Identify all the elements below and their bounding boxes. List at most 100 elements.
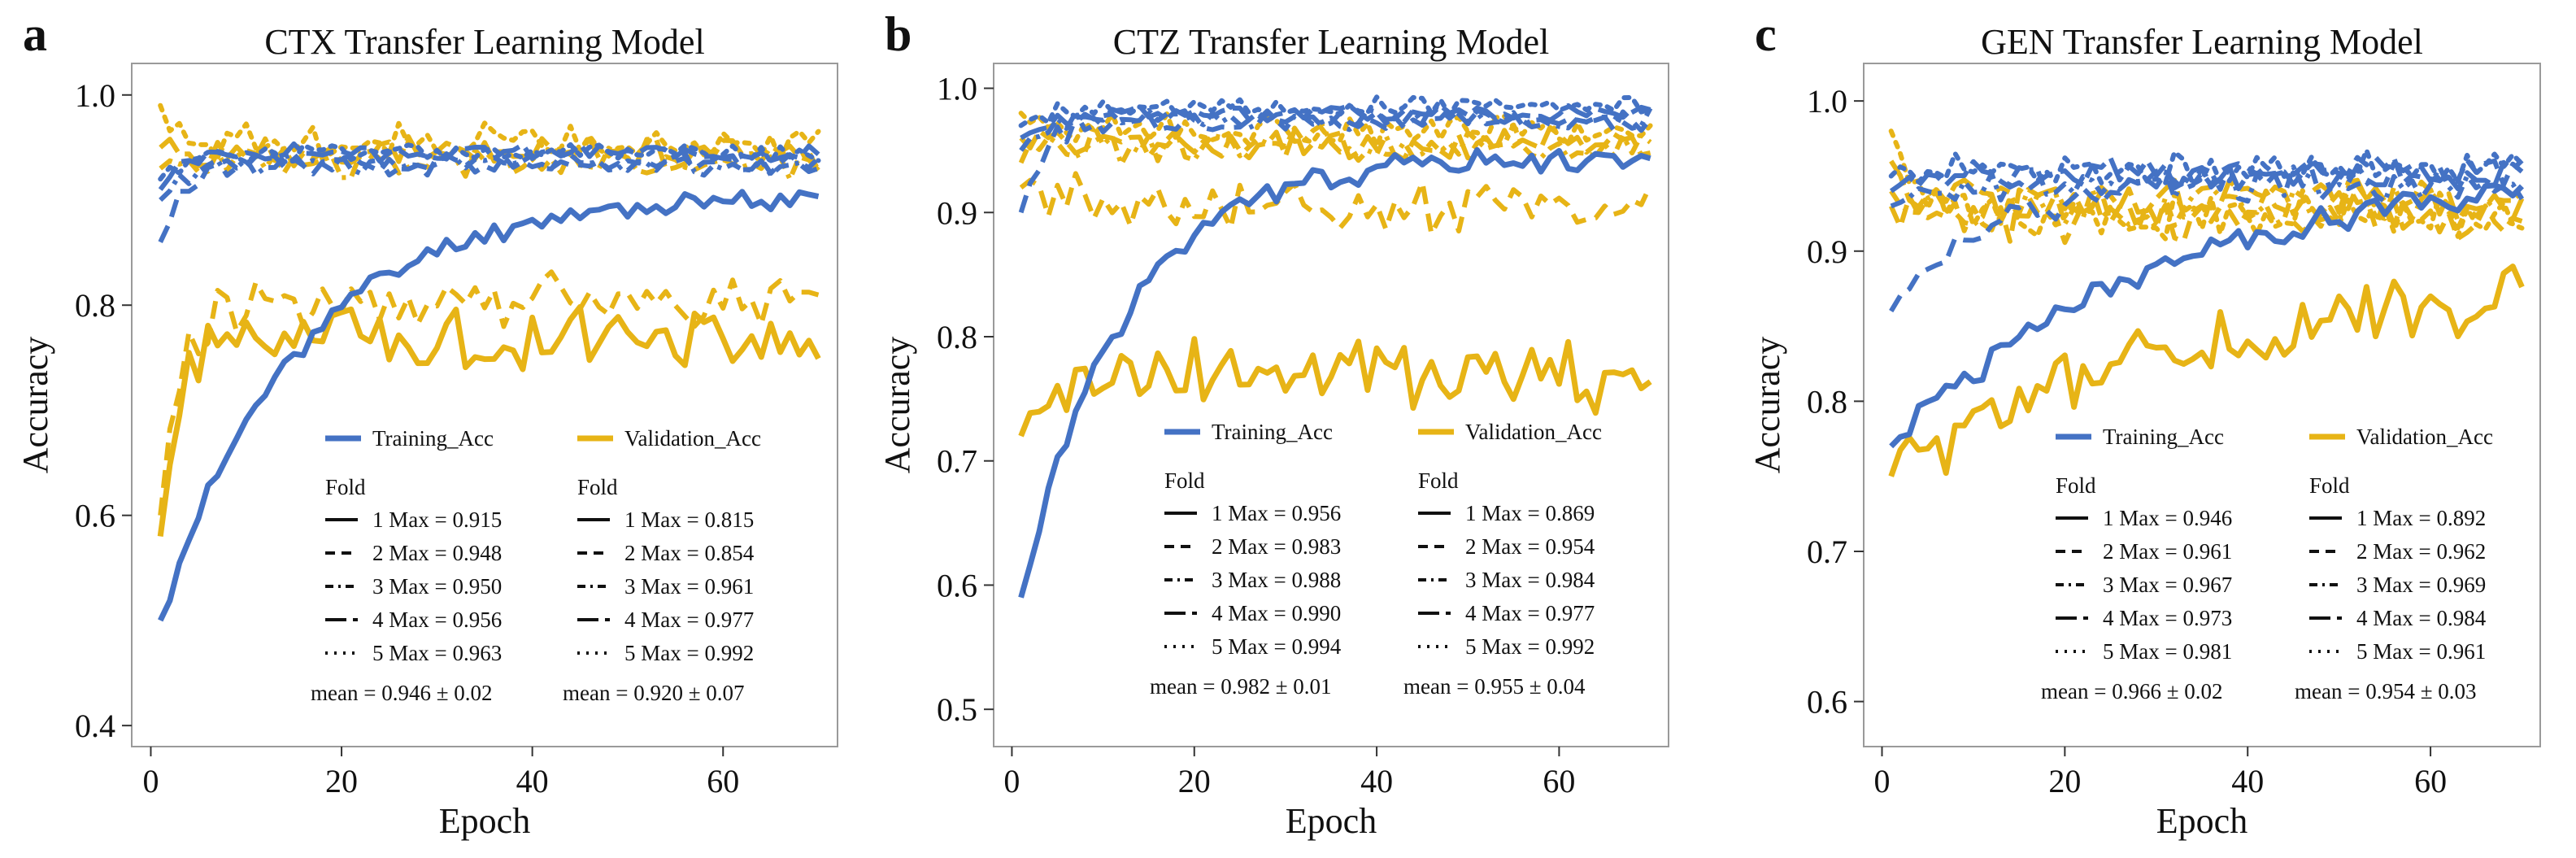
series-line-training-fold-1 <box>1889 182 2525 449</box>
legend-fold-entry: 2 Max = 0.854 <box>624 541 755 565</box>
legend-fold-entry: 5 Max = 0.961 <box>2356 639 2486 664</box>
legend-mean-training: mean = 0.966 ± 0.02 <box>2041 679 2223 703</box>
series-line-training-fold-3 <box>159 150 820 203</box>
series-line-validation-fold-5 <box>158 102 821 163</box>
legend-fold-entry: 4 Max = 0.977 <box>1465 601 1595 625</box>
legend-label-validation: Validation_Acc <box>624 426 761 451</box>
legend-label-validation: Validation_Acc <box>1465 420 1602 444</box>
x-tick-label: 0 <box>1873 763 1890 799</box>
legend-fold-entry: 5 Max = 0.981 <box>2103 639 2232 664</box>
legend-fold-entry: 1 Max = 0.869 <box>1465 501 1595 525</box>
legend-label-training: Training_Acc <box>1212 420 1333 444</box>
panel-c: c GEN Transfer Learning Model 0.6 0.7 0.8 0.9… <box>1747 7 2541 841</box>
legend: Training_Acc Fold 1 Max = 0.946 2 Max = 0.9… <box>2041 425 2493 703</box>
legend-fold-entry: 2 Max = 0.954 <box>1465 534 1595 559</box>
series-line-training-fold-1 <box>158 189 820 622</box>
x-tick-label: 0 <box>1003 763 1020 799</box>
legend-fold-entry: 2 Max = 0.983 <box>1212 534 1341 559</box>
series-line-validation-fold-3 <box>1018 122 1652 168</box>
y-tick-label: 1.0 <box>937 71 977 107</box>
legend-fold-entry: 1 Max = 0.946 <box>2103 506 2232 530</box>
series-line-validation-fold-3 <box>1889 179 2524 231</box>
x-tick-label: 20 <box>1178 763 1211 799</box>
legend-fold-entry: 4 Max = 0.956 <box>372 608 502 632</box>
x-axis-label: Epoch <box>2156 801 2247 841</box>
plot-frame <box>1863 63 2541 747</box>
legend-mean-training: mean = 0.982 ± 0.01 <box>1150 674 1332 699</box>
y-tick-label: 0.8 <box>1807 383 1847 420</box>
x-axis-label: Epoch <box>1286 801 1377 841</box>
legend-fold-entry: 2 Max = 0.961 <box>2103 539 2232 564</box>
series-line-training-fold-2 <box>1889 155 2524 313</box>
legend-fold-entry: 5 Max = 0.994 <box>1212 634 1342 659</box>
legend-fold-header: Fold <box>1164 468 1205 493</box>
x-axis-label: Epoch <box>439 801 530 841</box>
series-line-validation-fold-4 <box>1019 124 1651 162</box>
y-tick-label: 0.7 <box>937 443 977 480</box>
y-tick-label: 0.5 <box>937 691 977 728</box>
y-tick-label: 1.0 <box>75 77 115 114</box>
x-tick-label: 0 <box>142 763 159 799</box>
legend-mean-validation: mean = 0.954 ± 0.03 <box>2295 679 2477 703</box>
legend-fold-entry: 5 Max = 0.992 <box>624 641 754 665</box>
legend-fold-entry: 2 Max = 0.948 <box>372 541 502 565</box>
y-tick-label: 0.9 <box>937 194 977 231</box>
legend-fold-entry: 3 Max = 0.988 <box>1212 568 1341 592</box>
legend-mean-validation: mean = 0.920 ± 0.07 <box>563 681 745 705</box>
x-tick-label: 20 <box>325 763 358 799</box>
x-tick-label: 60 <box>1543 763 1575 799</box>
panel-a: a CTX Transfer Learning Model 0.4 0.6 0.8 1.0… <box>15 7 838 841</box>
legend-fold-entry: 3 Max = 0.961 <box>624 574 754 599</box>
panel-letter: b <box>885 7 912 61</box>
series-line-training-fold-5 <box>158 142 821 182</box>
legend-fold-entry: 3 Max = 0.950 <box>372 574 502 599</box>
y-axis-label: Accuracy <box>15 337 55 474</box>
legend-fold-entry: 3 Max = 0.967 <box>2103 573 2232 597</box>
series-group <box>1018 94 1653 599</box>
series-group <box>157 102 821 622</box>
legend-fold-entry: 1 Max = 0.815 <box>624 507 754 532</box>
legend-fold-entry: 4 Max = 0.984 <box>2356 606 2487 630</box>
legend-fold-header: Fold <box>325 475 366 499</box>
y-tick-label: 0.8 <box>937 319 977 355</box>
series-line-training-fold-4 <box>1020 102 1651 141</box>
legend-fold-entry: 2 Max = 0.962 <box>2356 539 2486 564</box>
y-tick-label: 0.7 <box>1807 534 1847 570</box>
series-line-validation-fold-5 <box>1018 111 1653 149</box>
legend-fold-entry: 4 Max = 0.990 <box>1212 601 1341 625</box>
legend-fold-entry: 3 Max = 0.984 <box>1465 568 1595 592</box>
legend-fold-header: Fold <box>577 475 618 499</box>
chart-title: GEN Transfer Learning Model <box>1981 22 2423 62</box>
series-line-validation-fold-5 <box>1888 128 2525 242</box>
panel-b: b CTZ Transfer Learning Model 0.5 0.6 0.7 0.8… <box>877 7 1669 841</box>
legend-fold-header: Fold <box>2309 473 2350 498</box>
series-line-validation-fold-2 <box>158 269 820 516</box>
x-tick-label: 60 <box>2414 763 2447 799</box>
series-line-training-fold-2 <box>158 152 820 243</box>
y-axis-label: Accuracy <box>877 337 917 474</box>
series-group <box>1888 128 2525 477</box>
series-line-training-fold-4 <box>158 141 820 191</box>
legend-fold-header: Fold <box>2056 473 2096 498</box>
y-tick-label: 0.6 <box>1807 684 1847 721</box>
x-tick-label: 40 <box>1360 763 1393 799</box>
legend-fold-entry: 1 Max = 0.915 <box>372 507 502 532</box>
y-axis-label: Accuracy <box>1747 337 1787 474</box>
series-line-training-fold-1 <box>1018 146 1651 599</box>
legend-fold-entry: 4 Max = 0.973 <box>2103 606 2232 630</box>
chart-title: CTZ Transfer Learning Model <box>1113 22 1549 62</box>
series-line-training-fold-5 <box>1018 94 1653 128</box>
legend-mean-validation: mean = 0.955 ± 0.04 <box>1403 674 1586 699</box>
series-line-training-fold-5 <box>1888 147 2525 187</box>
legend-fold-entry: 3 Max = 0.969 <box>2356 573 2486 597</box>
series-line-training-fold-2 <box>1018 106 1652 214</box>
legend-fold-entry: 1 Max = 0.956 <box>1212 501 1341 525</box>
legend: Training_Acc Fold 1 Max = 0.956 2 Max = 0.9… <box>1150 420 1602 699</box>
series-line-validation-fold-1 <box>1888 263 2525 477</box>
x-tick-label: 20 <box>2048 763 2081 799</box>
x-tick-label: 40 <box>516 763 549 799</box>
legend-fold-entry: 5 Max = 0.963 <box>372 641 502 665</box>
series-line-validation-fold-1 <box>157 304 821 537</box>
